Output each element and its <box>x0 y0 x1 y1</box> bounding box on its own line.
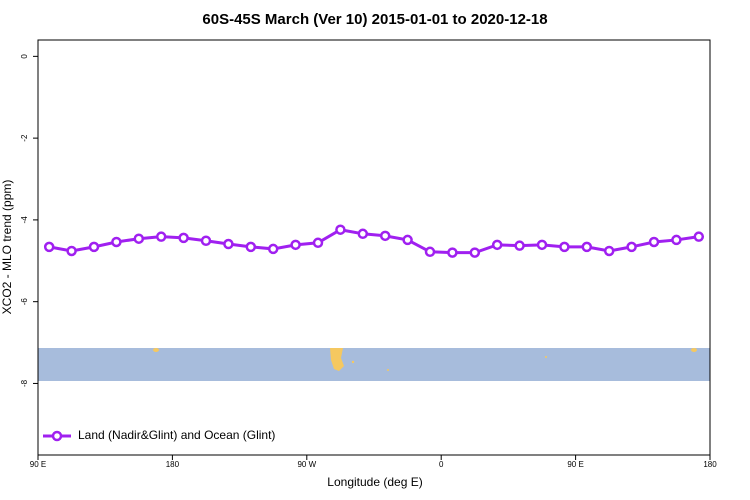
y-tick-label: -2 <box>20 134 29 142</box>
data-point <box>514 240 525 251</box>
x-tick-label: 180 <box>166 460 180 469</box>
data-point <box>155 231 167 242</box>
plot-frame <box>37 39 711 456</box>
y-tick-label: -8 <box>20 379 29 387</box>
data-point <box>133 233 145 244</box>
data-point <box>267 243 279 255</box>
data-point <box>491 239 503 251</box>
data-point <box>66 245 77 257</box>
data-point <box>335 224 346 235</box>
data-point <box>648 236 660 248</box>
data-point <box>447 247 458 258</box>
data-point <box>402 234 413 246</box>
y-tick-label: -6 <box>20 298 29 306</box>
data-point <box>43 241 55 253</box>
data-point <box>671 234 682 246</box>
data-point <box>626 241 637 253</box>
y-axis-label: XCO2 - MLO trend (ppm) <box>0 180 14 315</box>
data-point <box>178 232 189 244</box>
x-tick-label: 180 <box>703 460 717 469</box>
data-point <box>603 245 615 257</box>
legend-marker <box>51 430 63 442</box>
map-land <box>153 348 697 371</box>
y-tick-label: -4 <box>20 216 29 224</box>
legend-label: Land (Nadir&Glint) and Ocean (Glint) <box>78 428 275 442</box>
data-point <box>424 246 436 258</box>
series-line <box>48 228 700 255</box>
x-axis-label: Longitude (deg E) <box>327 475 422 489</box>
data-point <box>200 235 212 247</box>
data-point <box>312 237 324 249</box>
y-tick-label: 0 <box>20 54 29 59</box>
data-point <box>469 247 481 258</box>
data-point <box>581 241 593 253</box>
data-point <box>357 228 369 240</box>
data-point <box>693 231 705 242</box>
data-point <box>111 236 122 248</box>
data-point <box>88 241 100 253</box>
x-tick-label: 90 E <box>567 460 583 469</box>
data-point <box>379 230 391 242</box>
x-tick-label: 90 E <box>30 460 46 469</box>
x-tick-label: 90 W <box>297 460 316 469</box>
data-point <box>223 238 234 250</box>
map-ocean <box>38 348 710 381</box>
chart-title: 60S-45S March (Ver 10) 2015-01-01 to 202… <box>202 11 547 28</box>
data-point <box>245 241 257 253</box>
x-tick-label: 0 <box>439 460 444 469</box>
data-point <box>559 241 570 253</box>
data-point <box>290 239 301 251</box>
data-point <box>536 239 548 251</box>
